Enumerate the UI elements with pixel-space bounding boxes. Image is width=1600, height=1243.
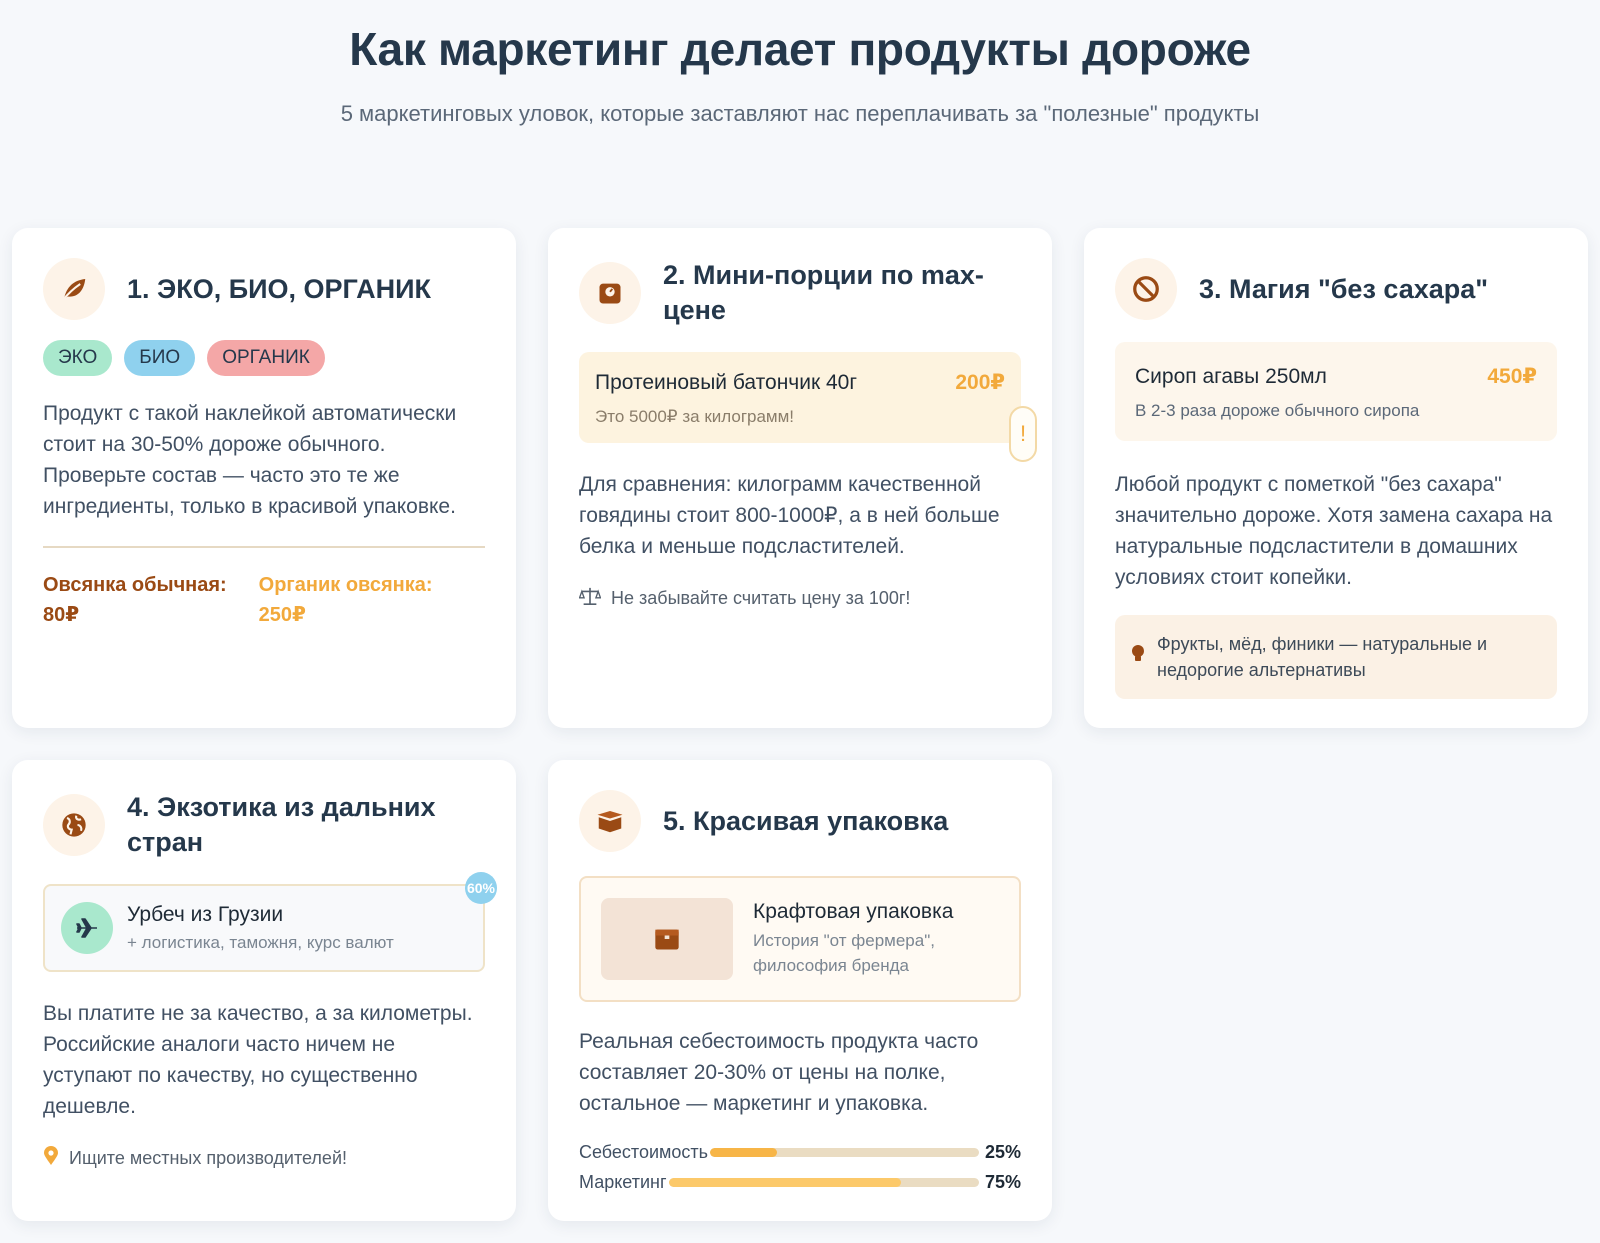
product-price: 450₽ [1487,365,1537,388]
card-title: 5. Красивая упаковка [663,805,949,836]
leaf-icon [43,258,105,320]
card-title: 3. Магия "без сахара" [1199,273,1489,304]
balance-scale-icon [578,586,602,611]
bar-percent: 75% [984,1171,1021,1192]
hint-text: Не забывайте считать цену за 100г! [611,588,911,608]
card-exotic-imports: 4. Экзотика из дальних стран Урбеч из Гр… [12,760,516,1221]
hint: Не забывайте считать цену за 100г! [578,586,1021,611]
product-name: Урбеч из Грузии [127,903,284,926]
card-beautiful-packaging: 5. Красивая упаковка Крафтовая упаковка … [548,760,1052,1221]
bar-track [710,1147,979,1157]
import-route-box: Урбеч из Грузии + логистика, таможня, ку… [43,872,497,972]
card-description: Продукт с такой наклейкой автоматически … [43,402,457,518]
tip-box: Фрукты, мёд, финики — натуральные и недо… [1115,615,1557,699]
bar-percent: 25% [984,1141,1021,1162]
bar-label: Маркетинг [579,1171,667,1192]
cost-bar-row: Себестоимость 25% [579,1137,1021,1167]
tag-organic: ОРГАНИК [207,340,325,376]
product-price-box: Протеиновый батончик 40г 200₽ Это 5000₽ … [579,352,1037,462]
card-description: Для сравнения: килограмм качественной го… [579,473,1000,558]
packaging-name: Крафтовая упаковка [753,900,954,923]
hint: Ищите местных производителей! [43,1146,485,1171]
card-title: 1. ЭКО, БИО, ОРГАНИК [127,273,432,304]
card-sugar-free: 3. Магия "без сахара" Сироп агавы 250мл … [1084,228,1588,728]
markup-badge: 60% [465,872,497,904]
bar-fill [668,1177,902,1187]
tag-list: ЭКО БИО ОРГАНИК [43,340,485,376]
card-mini-portions: 2. Мини-порции по max-цене Протеиновый б… [548,228,1052,728]
product-note: В 2-3 раза дороже обычного сиропа [1135,401,1420,420]
bar-label: Себестоимость [579,1141,709,1162]
product-name: Сироп агавы 250мл [1135,364,1327,388]
organic-oatmeal-price: Органик овсянка: 250₽ [258,574,433,626]
product-price-box: Сироп агавы 250мл 450₽ В 2-3 раза дороже… [1115,342,1557,441]
tag-bio: БИО [124,340,196,376]
weight-scale-icon [579,262,641,324]
warning-badge: ! [1009,406,1037,462]
page-subtitle: 5 маркетинговых уловок, которые заставля… [340,101,1260,126]
tip-text: Фрукты, мёд, финики — натуральные и недо… [1157,634,1488,680]
packaging-description: История "от фермера", философия бренда [753,931,935,975]
extra-costs: + логистика, таможня, курс валют [127,933,394,952]
card-eco-bio-organic: 1. ЭКО, БИО, ОРГАНИК ЭКО БИО ОРГАНИК Про… [12,228,516,728]
map-pin-icon [43,1146,59,1171]
product-note: Это 5000₽ за килограмм! [595,407,795,426]
divider [43,546,485,548]
card-description: Любой продукт с пометкой "без сахара" зн… [1115,473,1553,589]
globe-icon [43,794,105,856]
product-name: Протеиновый батончик 40г [595,370,858,394]
box-icon [601,898,733,980]
page-title: Как маркетинг делает продукты дороже [349,23,1251,75]
cost-breakdown: Себестоимость 25% Маркетинг 75% [579,1137,1021,1197]
tag-eco: ЭКО [43,340,113,376]
open-box-icon [579,790,641,852]
hint-text: Ищите местных производителей! [69,1148,347,1168]
plain-oatmeal-price: Овсянка обычная: 80₽ [43,574,227,626]
airplane-icon [61,902,113,954]
product-price: 200₽ [955,371,1005,394]
bar-fill [710,1147,778,1157]
card-description: Вы платите не за качество, а за километр… [43,1002,473,1118]
ban-icon [1115,258,1177,320]
marketing-bar-row: Маркетинг 75% [579,1167,1021,1197]
lightbulb-icon [1129,643,1147,672]
card-title: 2. Мини-порции по max-цене [663,260,984,325]
card-title: 4. Экзотика из дальних стран [127,792,436,857]
packaging-box: Крафтовая упаковка История "от фермера",… [579,876,1021,1002]
card-description: Реальная себестоимость продукта часто со… [579,1030,979,1115]
bar-track [668,1177,979,1187]
price-comparison: Овсянка обычная: 80₽ Органик овсянка: 25… [43,570,485,630]
